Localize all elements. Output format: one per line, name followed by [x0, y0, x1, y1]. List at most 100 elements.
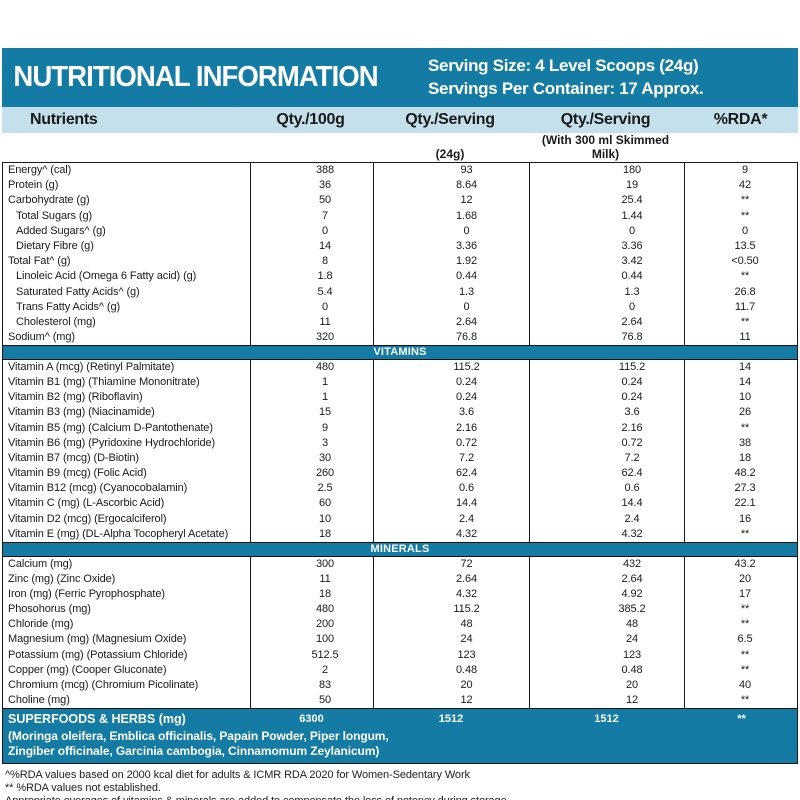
value-qty-serving-milk: 3.6	[529, 405, 684, 421]
table-row: Choline (mg) 50 12 12 **	[3, 693, 797, 709]
value-qty-100g: 11	[250, 314, 373, 331]
value-qty-serving-milk: 62.4	[529, 466, 684, 482]
value-qty-serving-milk: 0	[529, 299, 684, 315]
servings-per-container-text: Servings Per Container: 17 Approx.	[428, 78, 704, 98]
nutrient-label: Phosohorus (mg)	[8, 603, 91, 616]
value-qty-100g: 1	[250, 374, 373, 391]
nutrient-label: Vitamin B5 (mg) (Calcium D-Pantothenate)	[8, 421, 213, 434]
superfoods-value-milk: 1512	[594, 713, 619, 726]
value-rda: 40	[684, 678, 799, 694]
sub-header-row: (24g) (With 300 ml Skimmed Milk)	[2, 133, 798, 162]
nutrient-label: Iron (mg) (Ferric Pyrophosphate)	[8, 587, 165, 600]
value-qty-serving: 14.4	[373, 496, 529, 512]
value-qty-serving: 12	[373, 193, 529, 209]
value-rda: 48.2	[684, 466, 799, 482]
value-qty-100g: 9	[250, 420, 373, 436]
col-header-qty-serving: Qty./Serving	[405, 111, 495, 128]
nutrient-label: Chloride (mg)	[8, 618, 74, 631]
value-qty-serving: 48	[373, 617, 529, 633]
nutrient-label: Sodium^ (mg)	[8, 331, 75, 344]
value-qty-serving: 1.92	[373, 254, 529, 270]
table-row: Vitamin D2 (mcg) (Ergocalciferol) 10 2.4 2.…	[3, 511, 797, 527]
value-qty-serving: 3.36	[373, 238, 529, 255]
value-qty-100g: 388	[250, 163, 373, 179]
value-qty-serving: 20	[373, 678, 529, 694]
superfoods-value-100g: 6300	[299, 713, 324, 726]
value-qty-serving: 115.2	[373, 359, 529, 375]
nutrient-label: Carbohydrate (g)	[8, 194, 90, 207]
value-qty-serving: 8.64	[373, 178, 529, 194]
value-qty-100g: 100	[250, 632, 373, 648]
value-qty-100g: 15	[250, 405, 373, 421]
value-qty-serving-milk: 12	[529, 693, 684, 709]
col-header-rda: %RDA*	[713, 111, 768, 128]
table-row: Zinc (mg) (Zinc Oxide) 11 2.64 2.64 20	[3, 571, 797, 587]
value-qty-100g: 200	[250, 617, 373, 633]
value-qty-serving-milk: 48	[529, 617, 684, 633]
title-bar: NUTRITIONAL INFORMATION Serving Size: 4 …	[2, 48, 798, 107]
value-rda: 42	[684, 178, 799, 194]
value-qty-serving: 0.24	[373, 390, 529, 406]
value-qty-serving: 12	[373, 693, 529, 709]
value-qty-100g: 3	[250, 435, 373, 451]
value-qty-100g: 83	[250, 678, 373, 694]
value-qty-serving-milk: 115.2	[529, 359, 684, 375]
value-qty-serving-milk: 2.64	[529, 314, 684, 331]
col-header-qty-100g: Qty./100g	[276, 111, 345, 128]
value-qty-100g: 50	[250, 693, 373, 709]
table-row: Vitamin B3 (mg) (Niacinamide) 15 3.6 3.6 26	[3, 405, 797, 421]
value-qty-serving: 72	[373, 556, 529, 572]
table-row: Total Fat^ (g) 8 1.92 3.42 <0.50	[3, 254, 799, 270]
value-qty-serving: 0.6	[373, 481, 529, 497]
value-qty-100g: 300	[250, 556, 373, 572]
nutrient-label: Vitamin B7 (mcg) (D-Biotin)	[8, 451, 139, 464]
table-row: Energy^ (cal) 388 93 180 9	[3, 163, 797, 179]
value-qty-serving-milk: 0.6	[529, 481, 684, 497]
value-rda: 14	[684, 374, 799, 391]
nutrient-label: Vitamin B9 (mcg) (Folic Acid)	[8, 467, 147, 480]
table-row: Chloride (mg) 200 48 48 **	[3, 617, 797, 633]
table-row: Vitamin B2 (mg) (Riboflavin) 1 0.24 0.24 10	[3, 390, 797, 406]
value-rda: **	[684, 193, 799, 209]
value-qty-100g: 50	[250, 193, 373, 209]
table-row: Trans Fatty Acids^ (g) 0 0 0 11.7	[3, 299, 797, 315]
value-qty-100g: 2	[250, 662, 373, 678]
table-row: Carbohydrate (g) 50 12 25.4 **	[3, 193, 799, 209]
page-title: NUTRITIONAL INFORMATION	[13, 61, 378, 93]
value-qty-serving-milk: 385.2	[529, 602, 684, 618]
value-qty-serving-milk: 24	[529, 632, 684, 648]
value-qty-100g: 7	[250, 208, 373, 224]
table-row: Potassium (mg) (Potassium Chloride) 512.5…	[3, 647, 797, 663]
table-row: Protein (g) 36 8.64 19 42	[3, 178, 799, 194]
value-qty-serving-milk: 4.92	[529, 586, 684, 603]
table-row: Vitamin B6 (mg) (Pyridoxine Hydrochlorid…	[3, 435, 797, 451]
value-rda: <0.50	[684, 254, 799, 270]
serving-size-text: Serving Size: 4 Level Scoops (24g)	[428, 55, 699, 75]
table-row: Sodium^ (mg) 320 76.8 76.8 11	[3, 330, 797, 346]
nutrient-label: Vitamin B1 (mg) (Thiamine Mononitrate)	[8, 375, 200, 388]
table-row: Copper (mg) (Cooper Gluconate) 2 0.48 0.48 *…	[3, 662, 797, 678]
nutrient-label: Potassium (mg) (Potassium Chloride)	[8, 648, 188, 661]
value-qty-serving-milk: 1.44	[529, 208, 684, 224]
value-qty-serving: 24	[373, 632, 529, 648]
value-rda: 6.5	[684, 632, 799, 648]
value-qty-serving: 1.68	[373, 208, 529, 224]
superfoods-detail-line-1: (Moringa oleifera, Emblica officinalis, …	[8, 729, 389, 744]
footnote-overages: Appropriate overages of vitamins & miner…	[5, 795, 798, 800]
value-qty-serving: 4.32	[373, 526, 529, 542]
section-band-minerals: MINERALS	[3, 542, 797, 557]
value-qty-serving: 3.6	[373, 405, 529, 421]
value-qty-100g: 512.5	[250, 647, 373, 663]
value-qty-serving-milk: 0.24	[529, 390, 684, 406]
top-margin	[0, 0, 800, 48]
table-row: Vitamin E (mg) (DL-Alpha Tocopheryl Acet…	[3, 526, 797, 542]
value-qty-serving-milk: 123	[529, 647, 684, 663]
nutrient-label: Vitamin A (mcg) (Retinyl Palmitate)	[8, 360, 175, 373]
section-band-vitamins: VITAMINS	[3, 345, 797, 360]
col-header-nutrients: Nutrients	[30, 111, 98, 128]
nutrient-label: Vitamin E (mg) (DL-Alpha Tocopheryl Acet…	[8, 527, 229, 540]
column-header-row: Nutrients Qty./100g Qty./Serving Qty./Se…	[2, 107, 798, 133]
value-rda: 22.1	[684, 496, 799, 512]
value-qty-100g: 18	[250, 526, 373, 542]
